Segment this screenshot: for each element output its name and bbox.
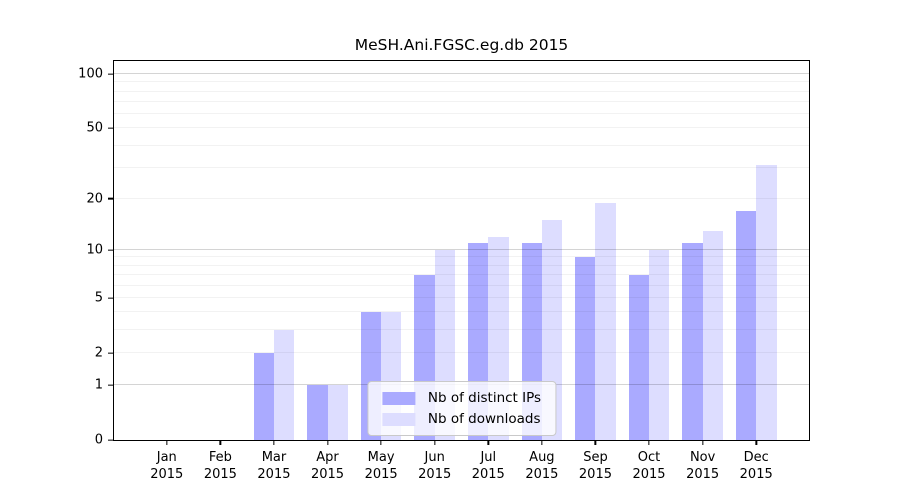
y-tick-label-2: 2 [94, 345, 103, 361]
x-tick-label-mar: Mar 2015 [257, 450, 290, 484]
x-tick-label-may: May 2015 [365, 450, 398, 484]
y-tick-label-5: 5 [94, 290, 103, 306]
x-tick-label-jan: Jan 2015 [150, 450, 183, 484]
chart-title: MeSH.Ani.FGSC.eg.db 2015 [354, 36, 569, 54]
x-label-month: May [367, 450, 395, 465]
bar-downloads-oct [649, 249, 670, 440]
x-tick-dec [755, 440, 757, 445]
bar-distinct-ips-sep [575, 257, 596, 440]
y-tick-label-100: 100 [78, 66, 103, 82]
bar-downloads-sep [595, 202, 616, 440]
legend-item: Nb of downloads [381, 411, 541, 427]
x-label-month: Aug [529, 450, 555, 465]
x-tick-may [380, 440, 382, 445]
y-tick-1 [108, 384, 114, 386]
y-tick-label-0: 0 [94, 432, 103, 448]
legend-swatch-downloads [381, 412, 415, 426]
x-tick-apr [326, 440, 329, 445]
x-label-year: 2015 [739, 466, 773, 482]
x-label-year: 2015 [364, 466, 398, 482]
x-label-year: 2015 [203, 466, 237, 482]
x-tick-mar [273, 440, 275, 445]
x-label-year: 2015 [686, 466, 720, 482]
x-label-month: Sep [583, 450, 608, 465]
x-label-year: 2015 [525, 466, 559, 482]
legend-swatch-distinct-ips [381, 391, 415, 405]
x-tick-sep [594, 440, 597, 445]
bar-distinct-ips-oct [628, 275, 650, 440]
bar-distinct-ips-dec [735, 210, 757, 440]
y-tick-label-50: 50 [86, 120, 103, 136]
x-label-month: Nov [689, 450, 716, 465]
y-tick-label-1: 1 [94, 377, 103, 393]
y-tick-20 [108, 198, 114, 200]
x-tick-nov [701, 440, 704, 445]
x-tick-label-aug: Aug 2015 [525, 450, 558, 484]
x-tick-aug [541, 440, 543, 445]
x-label-year: 2015 [310, 466, 345, 482]
x-label-year: 2015 [632, 466, 666, 482]
x-tick-label-jun: Jun 2015 [418, 450, 451, 484]
x-tick-oct [648, 440, 650, 445]
x-tick-label-apr: Apr 2015 [311, 450, 344, 484]
x-label-month: Dec [743, 450, 769, 465]
y-tick-100 [108, 73, 114, 75]
y-tick-label-10: 10 [86, 242, 103, 258]
bar-downloads-mar [273, 330, 295, 440]
legend: Nb of distinct IPs Nb of downloads [366, 381, 557, 436]
x-label-month: Jul [480, 450, 497, 465]
y-tick-2 [108, 352, 114, 354]
bar-downloads-nov [702, 230, 723, 440]
x-axis: Jan 2015 Feb 2015 Mar 2015 Apr 2015 May 2015 Jun 20… [140, 61, 783, 482]
x-label-year: 2015 [257, 466, 291, 482]
x-label-year: 2015 [150, 466, 184, 482]
legend-label: Nb of downloads [427, 411, 541, 427]
plot-area: 0 1 2 5 10 20 50 100 Jan 2015 Feb 2015 Mar 2015 Apr 20… [78, 60, 810, 482]
x-tick-label-nov: Nov 2015 [686, 450, 719, 484]
bar-downloads-apr [327, 385, 348, 440]
x-tick-label-sep: Sep 2015 [579, 450, 612, 484]
x-tick-label-jul: Jul 2015 [472, 450, 505, 484]
y-tick-0 [108, 439, 114, 441]
bar-distinct-ips-apr [307, 385, 328, 440]
bar-distinct-ips-mar [253, 352, 274, 440]
x-label-month: Oct [637, 450, 661, 465]
x-label-month: Jun [424, 450, 445, 465]
y-tick-5 [108, 297, 114, 299]
x-label-month: Apr [316, 450, 339, 465]
y-tick-50 [108, 127, 114, 129]
x-label-year: 2015 [471, 466, 505, 482]
x-tick-label-dec: Dec 2015 [740, 450, 773, 484]
bar-downloads-dec [756, 165, 777, 440]
x-tick-jan [166, 440, 168, 445]
y-axis: 0 1 2 5 10 20 50 100 [78, 61, 809, 447]
x-tick-label-feb: Feb 2015 [204, 450, 237, 484]
x-label-year: 2015 [578, 466, 612, 482]
bar-distinct-ips-nov [682, 243, 703, 440]
x-tick-feb [219, 440, 222, 445]
legend-label: Nb of distinct IPs [427, 390, 542, 406]
x-label-month: Feb [208, 450, 232, 465]
y-tick-label-20: 20 [86, 191, 103, 207]
x-label-month: Mar [261, 450, 287, 465]
y-tick-10 [108, 249, 114, 251]
x-tick-jul [487, 440, 489, 445]
x-tick-label-oct: Oct 2015 [632, 450, 665, 484]
x-tick-jun [434, 440, 436, 445]
x-label-year: 2015 [418, 466, 452, 482]
legend-item: Nb of distinct IPs [381, 390, 542, 406]
x-label-month: Jan [156, 450, 177, 465]
